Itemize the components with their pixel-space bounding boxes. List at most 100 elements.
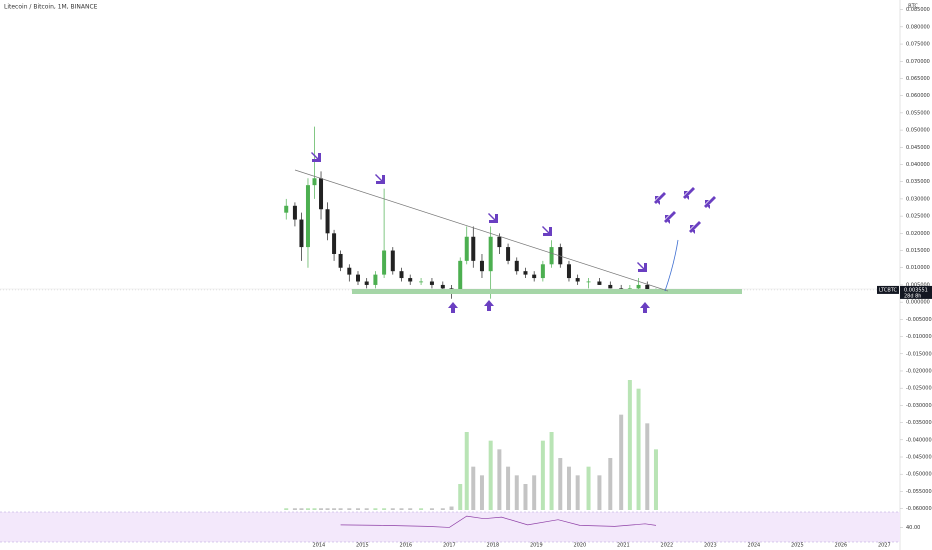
countdown-label: 28d 8h [904, 293, 921, 299]
volume-bar [653, 449, 658, 510]
y-tick-label: 0.000000 [906, 300, 930, 306]
candle-body [355, 274, 360, 282]
volume-bar [355, 508, 360, 510]
volume-bar [523, 484, 528, 510]
candle-body [471, 236, 476, 261]
volume-bar [332, 508, 337, 510]
candle-body [299, 219, 304, 248]
rockets [654, 187, 716, 234]
y-tick-label: -0.045000 [906, 455, 932, 461]
x-tick-label: 2017 [443, 543, 456, 549]
y-tick-label: -0.050000 [906, 472, 932, 478]
candle-body [532, 274, 537, 279]
volume-bar [419, 508, 424, 510]
volume-bar [488, 440, 493, 510]
candle-body [479, 260, 484, 272]
x-tick-label: 2027 [878, 543, 891, 549]
candle-body [419, 281, 424, 283]
projection-line [664, 239, 679, 292]
volume-bar [479, 475, 484, 510]
y-tick-label: -0.010000 [906, 334, 932, 340]
volume-bar [497, 449, 502, 510]
volume-bar [514, 475, 519, 510]
x-tick-label: 2020 [573, 543, 586, 549]
volume-bar [558, 458, 563, 510]
price-tag [900, 285, 932, 299]
candle-body [347, 267, 352, 275]
down-arrow [311, 152, 321, 162]
down-arrow [542, 226, 552, 236]
candle-body [319, 178, 324, 210]
x-tick-label: 2023 [704, 543, 717, 549]
volume-bar [312, 508, 317, 510]
candle-body [338, 253, 343, 268]
candle-body [514, 260, 519, 272]
down-arrow [488, 213, 498, 223]
volume-layer [284, 380, 658, 510]
rocket [664, 211, 676, 224]
candle-body [488, 236, 493, 272]
volume-bar [464, 432, 469, 510]
x-tick-label: 2016 [399, 543, 412, 549]
y-tick-label: 0.030000 [906, 196, 930, 202]
y-tick-label: 0.075000 [906, 42, 930, 48]
x-tick-label: 2021 [617, 543, 630, 549]
volume-bar [575, 475, 580, 510]
up-arrow [484, 300, 494, 311]
y-tick-label: 0.070000 [906, 59, 930, 65]
x-tick-label: 2015 [356, 543, 369, 549]
candle-body [458, 260, 463, 292]
volume-bar [373, 508, 378, 510]
volume-bar [325, 508, 330, 510]
down-arrow [637, 262, 647, 272]
candle-body [464, 236, 469, 261]
volume-bar [636, 388, 641, 510]
support-zone [352, 289, 742, 294]
volume-bar [440, 508, 445, 510]
x-tick-label: 2014 [312, 543, 325, 549]
candle-body [373, 274, 378, 285]
candle-body [292, 205, 297, 220]
y-tick-label: 0.005000 [906, 282, 930, 288]
candle-body [645, 284, 650, 292]
rocket [689, 221, 701, 234]
y-tick-label: 0.025000 [906, 214, 930, 220]
candle-body [399, 271, 404, 279]
volume-bar [305, 508, 310, 510]
volume-bar [284, 508, 289, 510]
volume-bar [429, 508, 434, 510]
candle-body [325, 209, 330, 234]
volume-bar [566, 466, 571, 510]
volume-bar [408, 508, 413, 510]
down-arrow [375, 174, 385, 184]
symbol-label: LTCBTC [879, 287, 898, 293]
y-tick-label: 0.010000 [906, 265, 930, 271]
y-tick-label: 0.050000 [906, 128, 930, 134]
y-tick-label: -0.015000 [906, 351, 932, 357]
candle-body [332, 233, 337, 254]
volume-bar [532, 475, 537, 510]
volume-bar [299, 508, 304, 510]
y-tick-label: -0.030000 [906, 403, 932, 409]
volume-bar [399, 508, 404, 510]
volume-bar [619, 414, 624, 510]
candle-body [429, 281, 434, 285]
up-arrow [448, 302, 458, 313]
y-tick-label: -0.020000 [906, 368, 932, 374]
up-arrow [640, 302, 650, 313]
volume-bar [471, 466, 476, 510]
volume-bar [338, 508, 343, 510]
volume-bar [627, 380, 632, 510]
volume-bar [449, 506, 454, 510]
y-tick-label: -0.060000 [906, 506, 932, 512]
chart-title: Litecoin / Bitcoin, 1M, BINANCE [4, 4, 98, 11]
x-tick-label: 2025 [791, 543, 804, 549]
y-tick-label: 0.045000 [906, 145, 930, 151]
y-tick-label: 0.055000 [906, 110, 930, 116]
y-tick-label: -0.040000 [906, 437, 932, 443]
symbol-tag [877, 285, 899, 294]
y-tick-label: 0.015000 [906, 248, 930, 254]
candle-body [540, 264, 545, 279]
candle-body [575, 278, 580, 282]
